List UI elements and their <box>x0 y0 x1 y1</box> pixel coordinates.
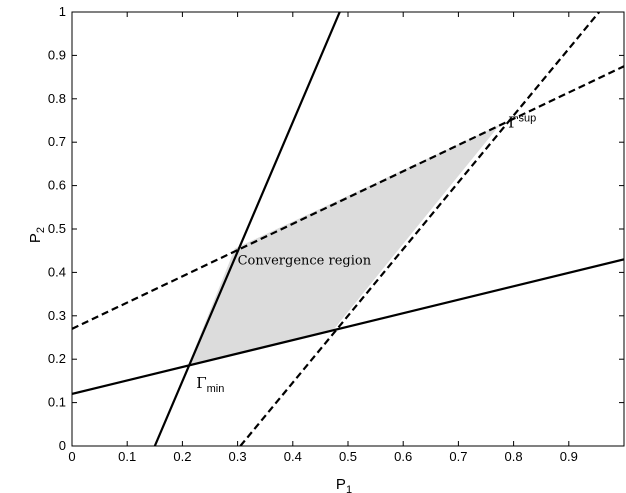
y-axis-label-sub: 2 <box>35 227 47 233</box>
x-tick-label: 0.8 <box>505 449 523 464</box>
series-line-4 <box>239 12 601 446</box>
y-tick-label: 0.9 <box>48 47 66 62</box>
ticks-layer: 0 0.1 0.2 0.3 0.4 0.5 0.6 0.7 0.8 0.9 0 0.1 0.2 0.3 0.… <box>27 4 624 493</box>
annotation-sup: sup <box>519 113 537 125</box>
annotation-main: Γ <box>508 114 518 132</box>
annotation-3: Convergence region <box>238 253 372 268</box>
y-tick-label: 0.3 <box>48 308 66 323</box>
x-tick-label: 0.1 <box>118 449 136 464</box>
y-tick-label: 0.8 <box>48 91 66 106</box>
y-tick-label: 0 <box>59 438 66 453</box>
x-tick-label: 0.9 <box>560 449 578 464</box>
convergence-region <box>187 124 500 366</box>
x-tick-label: 0.6 <box>394 449 412 464</box>
series-line-2 <box>72 258 624 395</box>
annotation-2: Γsup <box>508 113 536 132</box>
x-axis-label: P1 <box>336 476 352 493</box>
annotation-main: Γ <box>196 374 206 392</box>
x-tick-label: 0.7 <box>449 449 467 464</box>
y-tick-label: 0.7 <box>48 134 66 149</box>
annotation-main: Convergence region <box>238 253 372 268</box>
y-tick-label: 0.1 <box>48 395 66 410</box>
y-tick-label: 0.5 <box>48 221 66 236</box>
y-axis-label: P2 <box>27 227 47 243</box>
x-tick-label: 0.3 <box>229 449 247 464</box>
x-tick-label: 0.4 <box>284 449 302 464</box>
x-axis-label-sub: 1 <box>346 484 352 493</box>
series-line-1 <box>153 12 341 446</box>
annotation-sub: min <box>207 383 225 395</box>
region-layer <box>187 124 500 366</box>
series-layer <box>72 12 624 446</box>
y-tick-label: 1 <box>59 4 66 19</box>
y-tick-label: 0.2 <box>48 351 66 366</box>
y-tick-label: 0.4 <box>48 264 66 279</box>
annotation-1: Γmin <box>196 374 224 395</box>
x-tick-label: 0.5 <box>339 449 357 464</box>
x-tick-label: 0.2 <box>173 449 191 464</box>
x-tick-label: 0 <box>68 449 75 464</box>
series-line-3 <box>72 65 624 330</box>
y-tick-label: 0.6 <box>48 178 66 193</box>
